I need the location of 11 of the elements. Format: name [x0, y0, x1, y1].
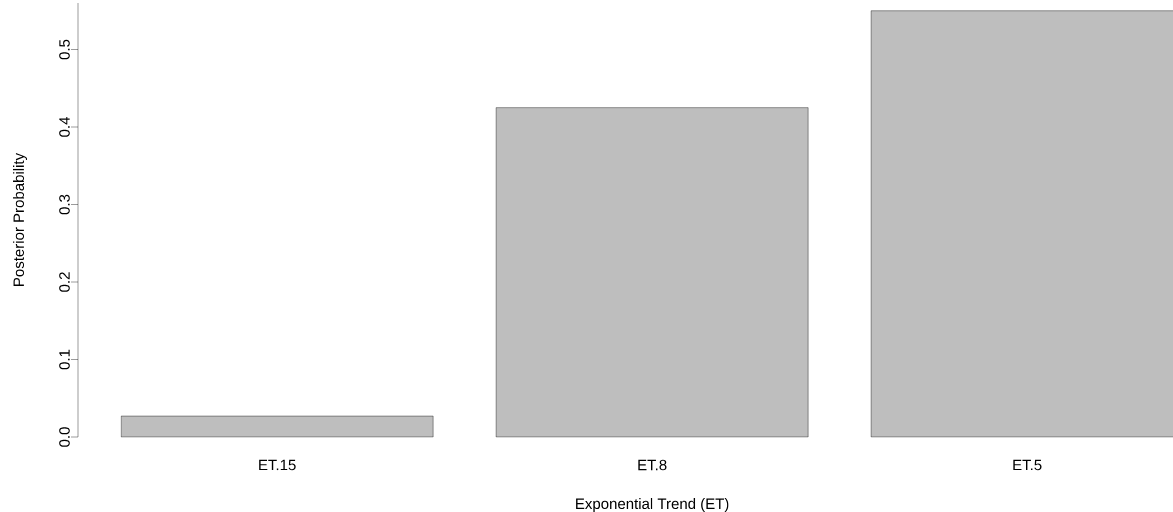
y-tick-label: 0.3 — [59, 194, 70, 215]
y-tick-label: 0.5 — [59, 39, 70, 60]
y-tick-label: 0.1 — [59, 349, 70, 370]
x-tick-label: ET.8 — [638, 459, 667, 471]
y-tick-label: 0.0 — [59, 427, 70, 447]
x-tick-label: ET.5 — [1013, 459, 1042, 471]
x-axis-title: Exponential Trend (ET) — [576, 498, 729, 512]
y-axis-title: Posterior Probability — [13, 152, 27, 286]
x-tick-label: ET.15 — [259, 459, 296, 471]
y-tick-label: 0.2 — [59, 272, 70, 292]
y-tick-label: 0.4 — [59, 117, 70, 137]
